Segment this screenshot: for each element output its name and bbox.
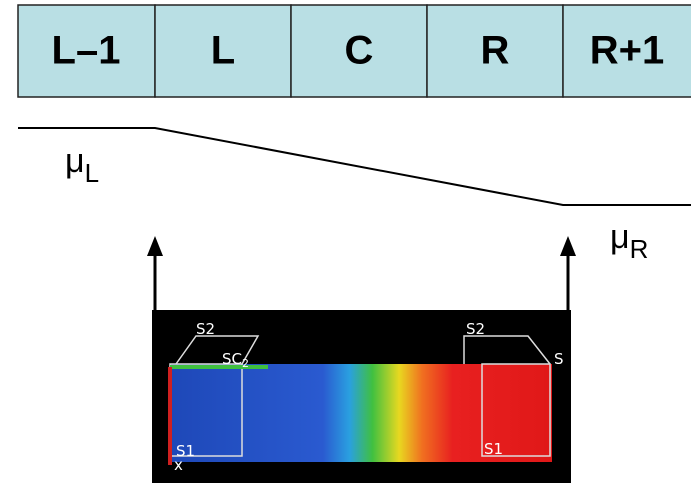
potential-profile — [18, 128, 691, 205]
image-label: 2 — [242, 357, 249, 370]
image-label: S1 — [484, 440, 503, 458]
arrow-head — [147, 236, 163, 256]
mu-right: μR — [610, 218, 648, 264]
arrows — [155, 244, 568, 320]
mu-left: μL — [65, 142, 99, 188]
image: S2 SC2 S2 S S1 S1 x — [152, 310, 571, 483]
arrow-head — [560, 236, 576, 256]
cell-label: R — [481, 29, 510, 73]
cell-label: C — [345, 29, 374, 73]
diagram: L–1 L C R R+1 μL μR S2 SC2 S2 S S1 S1 x — [0, 0, 691, 483]
cell-label: L–1 — [52, 29, 121, 73]
image-label: S2 — [466, 320, 485, 338]
image-label: SC — [222, 350, 242, 368]
mu-subscript: L — [85, 158, 99, 188]
image-label: S2 — [196, 320, 215, 338]
cell-row: L–1 L C R R+1 — [18, 5, 691, 97]
cell-label: L — [211, 29, 235, 73]
image-label: S — [554, 350, 564, 368]
mu-symbol: μ — [65, 142, 85, 180]
image-label: x — [174, 456, 183, 474]
cell-label: R+1 — [590, 29, 665, 73]
mu-subscript: R — [630, 234, 649, 264]
mu-symbol: μ — [610, 218, 630, 256]
